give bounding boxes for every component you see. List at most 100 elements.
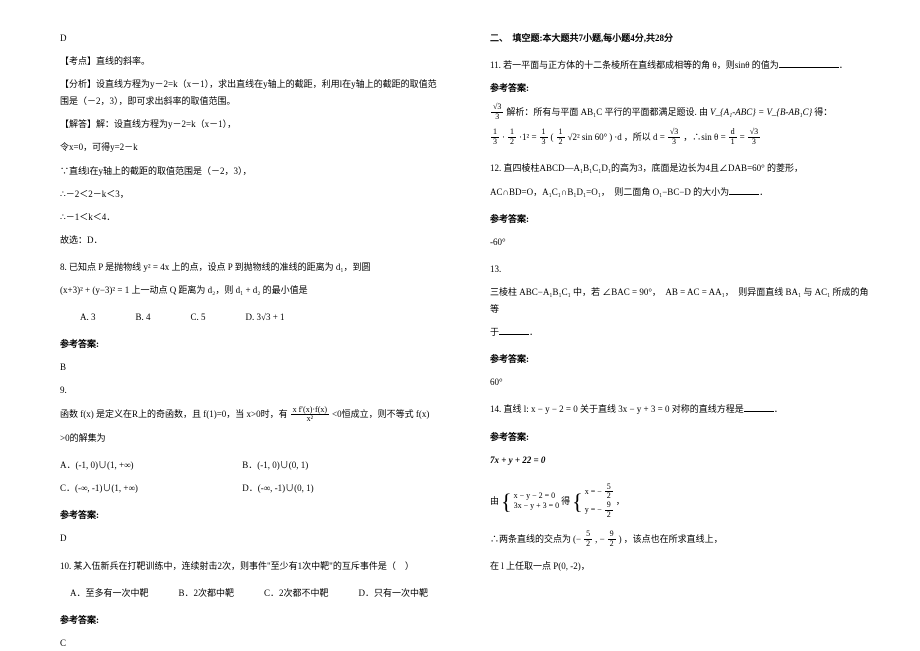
- last-line: 在 l 上任取一点 P(0, -2)，: [490, 558, 870, 575]
- q9-line2: >0的解集为: [60, 430, 440, 447]
- q10-choice-b: B．2次都中靶: [179, 585, 235, 602]
- frac-f-den: 1: [729, 138, 737, 147]
- q9-num: 9.: [60, 382, 440, 399]
- pt-a: ∴两条直线的交点为: [490, 531, 571, 548]
- sys-mid: 得: [561, 493, 570, 510]
- intersection-row: ∴两条直线的交点为 (−52, −92) ，该点也在所求直线上，: [490, 530, 870, 549]
- sys-r2-den: 2: [605, 511, 613, 520]
- q8-choice-d: D. 3√3 + 1: [246, 309, 285, 326]
- kaodian-text: 直线的斜率。: [96, 56, 150, 66]
- left-column: D 【考点】直线的斜率。 【分析】设直线方程为y－2=k（x－1），求出直线在y…: [60, 30, 470, 631]
- q11-body: 11. 若一平面与正方体的十二条棱所在直线都成相等的角 θ，则sinθ 的值为: [490, 60, 779, 70]
- q9-choice-c: C．(-∞, -1)∪(1, +∞): [60, 480, 240, 497]
- section-header: 二、 填空题:本大题共7小题,每小题4分,共28分: [490, 30, 870, 47]
- q8-choice-a: A. 3: [80, 309, 96, 326]
- q11-ans-den: 3: [491, 113, 503, 122]
- sys-r2-frac: 92: [604, 501, 614, 520]
- q9-choice-b: B．(-1, 0)∪(0, 1): [242, 460, 308, 470]
- q12-answer: -60°: [490, 234, 870, 251]
- calc-mid-b: √2² sin 60°: [568, 129, 608, 146]
- ref-label-1: 参考答案:: [60, 336, 440, 353]
- calc-end-d: =: [740, 129, 745, 146]
- q9-frac-den: x²: [291, 415, 329, 424]
- q11-expl-b: V_{A₁-ABC} = V_{B-AB₁C}: [710, 104, 812, 121]
- kaodian-row: 【考点】直线的斜率。: [60, 53, 440, 70]
- sys-right-stack: x = − 52 y = − 92: [585, 483, 614, 520]
- pt-b: ，该点也在所求直线上，: [624, 531, 723, 548]
- sys-tail: ，: [616, 493, 625, 510]
- frac-b-den: 2: [508, 138, 516, 147]
- q9-fraction: x f′(x)·f(x) x²: [290, 406, 330, 425]
- q9-choice-a: A．(-1, 0)∪(1, +∞): [60, 457, 240, 474]
- q10-choice-a: A．至多有一次中靶: [70, 585, 149, 602]
- system-row: 由 { x − y − 2 = 0 3x − y + 3 = 0 得 { x =…: [490, 483, 870, 520]
- frac-e: √33: [667, 128, 681, 147]
- blank-2: [729, 185, 759, 195]
- q13-answer: 60°: [490, 374, 870, 391]
- q11-expl-c: 得：: [814, 104, 832, 121]
- frac-c-den: 3: [540, 138, 548, 147]
- ref-label-r2: 参考答案:: [490, 211, 870, 228]
- q10-choice-d: D．只有一次中靶: [359, 585, 429, 602]
- q9-answer: D: [60, 530, 440, 547]
- frac-g: √33: [747, 128, 761, 147]
- q8-choice-b: B. 4: [136, 309, 151, 326]
- ref-label-r1: 参考答案:: [490, 80, 870, 97]
- pt-frac2: 92: [607, 530, 617, 549]
- fenxi-row: 【分析】设直线方程为y－2=k（x－1），求出直线在y轴上的截距，利用l在y轴上…: [60, 76, 440, 110]
- q9-text-b: <0恒成立，则不等式 f(x): [332, 406, 429, 423]
- q11-text: 11. 若一平面与正方体的十二条棱所在直线都成相等的角 θ，则sinθ 的值为．: [490, 57, 870, 74]
- q8-choice-c: C. 5: [191, 309, 206, 326]
- q11-expl-a: 解析：所有与平面 AB₁C 平行的平面都满足题设. 由: [506, 104, 708, 121]
- calc-mid-c: ·d: [614, 129, 622, 146]
- sol-l3: ∵直线l在y轴上的截距的取值范围是（－2，3），: [60, 163, 440, 180]
- blank-1: [779, 58, 839, 68]
- blank-4: [744, 402, 774, 412]
- fenxi-label: 【分析】: [60, 79, 96, 89]
- q8-line1: 8. 已知点 P 是抛物线 y² = 4x 上的点，设点 P 到抛物线的准线的距…: [60, 259, 440, 276]
- q11-calc-row: 13 · 12 ·1² = 13 ( 12 √2² sin 60° ) ·d ，…: [490, 128, 870, 147]
- fenxi-text: 设直线方程为y－2=k（x－1），求出直线在y轴上的截距，利用l在y轴上的截距的…: [60, 79, 437, 106]
- frac-e-den: 3: [668, 138, 680, 147]
- q11-ans-row: √3 3 解析：所有与平面 AB₁C 平行的平面都满足题设. 由 V_{A₁-A…: [490, 103, 870, 122]
- q13-num: 13.: [490, 261, 870, 278]
- q14-answer: 7x + y + 22 = 0: [490, 452, 870, 469]
- q12-body2: AC∩BD=O，A₁C₁∩B₁D₁=O₁， 则二面角 O₁−BC−D 的大小为: [490, 187, 729, 197]
- frac-f: d1: [728, 128, 738, 147]
- sys-r1-frac: 52: [604, 483, 614, 502]
- q8-choices: A. 3 B. 4 C. 5 D. 3√3 + 1: [60, 309, 440, 326]
- frac-c: 13: [539, 128, 549, 147]
- q10-answer: C: [60, 635, 440, 651]
- q8-answer: B: [60, 359, 440, 376]
- sys-r1: x = − 52: [585, 483, 614, 502]
- sys-lead: 由: [490, 493, 499, 510]
- q10-text: 10. 某入伍新兵在打靶训练中，连续射击2次，则事件"至少有1次中靶"的互斥事件…: [60, 558, 440, 575]
- jieda-label: 【解答】: [60, 119, 96, 129]
- sys-r1-a: x = −: [585, 487, 602, 497]
- frac-a: 13: [490, 128, 500, 147]
- jieda-l1: 解：设直线方程为y－2=k（x－1），: [96, 119, 236, 129]
- frac-b: 12: [507, 128, 517, 147]
- calc-mid-a: ·1² =: [519, 129, 537, 146]
- q9-line1: 函数 f(x) 是定义在R上的奇函数，且 f(1)=0，当 x>0时，有 x f…: [60, 406, 440, 425]
- q13-body2: 于: [490, 327, 499, 337]
- ref-label-3: 参考答案:: [60, 612, 440, 629]
- q8-line2: (x+3)² + (y−3)² = 1 上一动点 Q 距离为 d₂，则 d₁ +…: [60, 282, 440, 299]
- q14-body: 14. 直线 l: x − y − 2 = 0 关于直线 3x − y + 3 …: [490, 404, 744, 414]
- brace-icon-2: {: [572, 496, 583, 507]
- q9-choice-d: D．(-∞, -1)∪(0, 1): [242, 483, 313, 493]
- q14-text: 14. 直线 l: x − y − 2 = 0 关于直线 3x − y + 3 …: [490, 401, 870, 418]
- sys-eq1: x − y − 2 = 0: [514, 491, 560, 501]
- q9-text-a: 函数 f(x) 是定义在R上的奇函数，且 f(1)=0，当 x>0时，有: [60, 406, 288, 423]
- frac-g-den: 3: [748, 138, 760, 147]
- q9-choices-row1: A．(-1, 0)∪(1, +∞) B．(-1, 0)∪(0, 1): [60, 457, 440, 474]
- sys-eq2: 3x − y + 3 = 0: [514, 501, 560, 511]
- pt-den1: 2: [584, 540, 592, 549]
- calc-end-b: ，∴sin θ =: [683, 129, 725, 146]
- sol-l6: 故选：D．: [60, 232, 440, 249]
- pt-frac1: 52: [583, 530, 593, 549]
- q10-choices: A．至多有一次中靶 B．2次都中靶 C．2次都不中靶 D．只有一次中靶: [60, 585, 440, 602]
- sys-left-stack: x − y − 2 = 0 3x − y + 3 = 0: [514, 491, 560, 512]
- sys-r2: y = − 92: [585, 501, 614, 520]
- q12-line1: 12. 直四棱柱ABCD—A₁B₁C₁D₁的高为3，底面是边长为4且∠DAB=6…: [490, 160, 870, 177]
